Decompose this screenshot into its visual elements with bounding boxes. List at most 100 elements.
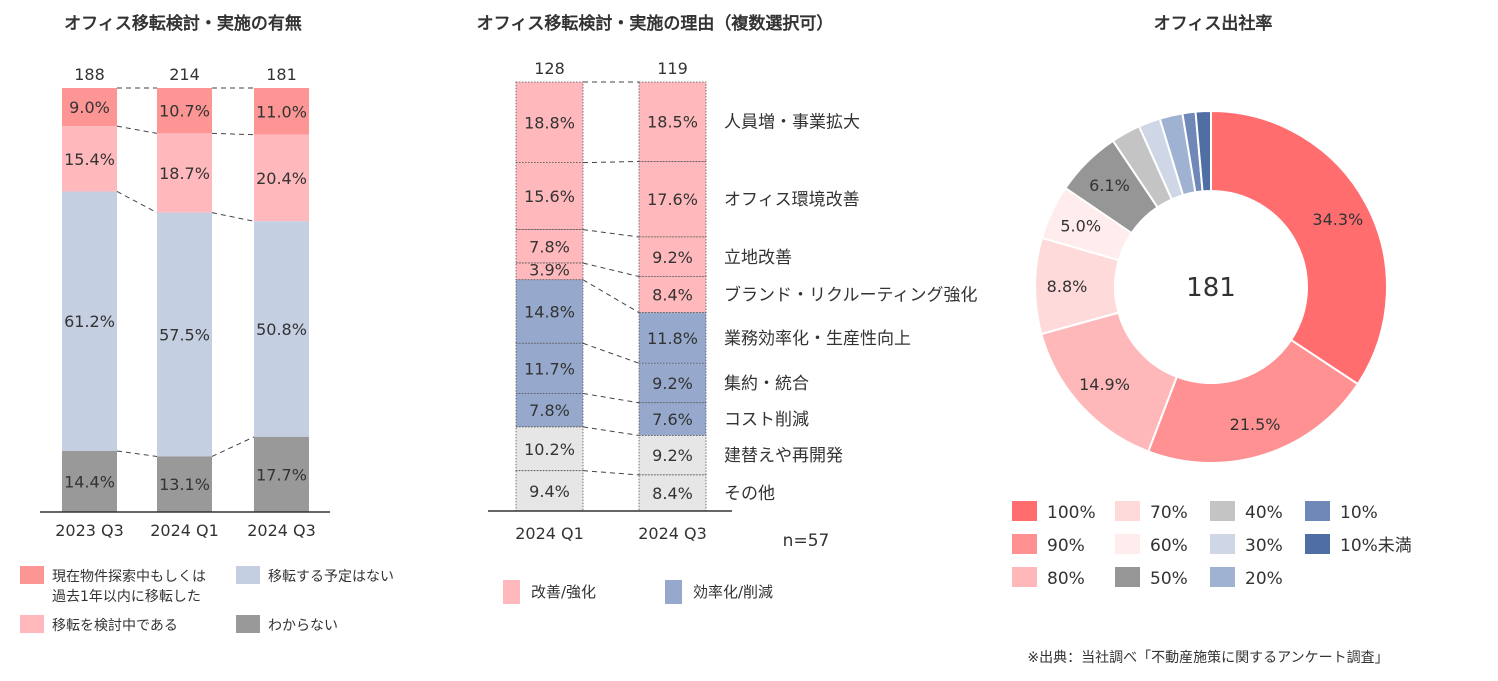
- c3-legend-swatch-0: [1012, 501, 1037, 521]
- c2-data-label-1-0: 18.5%: [647, 113, 698, 132]
- c2-connector-7: [582, 426, 640, 436]
- chart1-title: オフィス移転検討・実施の有無: [64, 13, 302, 34]
- c3-slice-label-2: 14.9%: [1079, 375, 1130, 394]
- c3-slice-label-1: 21.5%: [1230, 415, 1281, 434]
- c1-data-label-1-1: 18.7%: [159, 164, 210, 183]
- c2-data-label-0-4: 14.8%: [524, 303, 575, 322]
- c1-connector-1-3: [211, 436, 255, 457]
- c3-legend-swatch-3: [1115, 501, 1140, 521]
- c3-legend-label-6: 40%: [1245, 503, 1283, 523]
- c1-connector-0-2: [116, 191, 158, 214]
- c1-legend-label-0-1: 過去1年以内に移転した: [52, 589, 201, 605]
- c1-data-label-0-3: 14.4%: [64, 472, 115, 491]
- c1-bar-1-1: [157, 133, 212, 213]
- c1-data-label-2-1: 20.4%: [256, 169, 307, 188]
- c3-legend-swatch-1: [1012, 534, 1037, 554]
- c1-legend-swatch-3: [236, 615, 260, 633]
- chart2-title: オフィス移転検討・実施の理由（複数選択可）: [477, 13, 834, 34]
- c1-connector-0-3: [116, 450, 158, 457]
- c2-bar-0-1: [515, 162, 584, 230]
- c1-tick-label-2: 2024 Q3: [247, 521, 316, 540]
- c3-legend-label-2: 80%: [1047, 569, 1085, 589]
- c2-data-label-0-3: 3.9%: [529, 260, 570, 279]
- c1-total-0: 188: [74, 65, 105, 84]
- c3-slice-label-0: 34.3%: [1312, 210, 1363, 229]
- c1-bar-2-1: [254, 134, 309, 222]
- c3-legend-label-3: 70%: [1150, 503, 1188, 523]
- c2-legend-swatch-0: [503, 580, 520, 604]
- c2-bar-0-7: [515, 426, 584, 472]
- c1-bar-2-0: [254, 88, 309, 135]
- c2-bar-1-0: [638, 81, 707, 162]
- c1-legend-label-2-0: 移転を検討中である: [52, 618, 178, 634]
- c2-bar-0-2: [515, 229, 584, 264]
- c2-connector-8: [582, 470, 640, 476]
- c1-bar-1-3: [157, 456, 212, 512]
- c2-data-label-0-2: 7.8%: [529, 237, 570, 256]
- c1-data-label-1-0: 10.7%: [159, 102, 210, 121]
- c2-category-label-5: 集約・統合: [724, 374, 809, 394]
- c3-legend-label-8: 20%: [1245, 569, 1283, 589]
- source-note: ※出典：当社調べ「不動産施策に関するアンケート調査」: [1027, 649, 1388, 666]
- c2-bar-1-8: [638, 474, 707, 512]
- chart1-group: 9.0% 15.4% 61.2% 14.4% 188 2023 Q3 10.7% 18.7% 5…: [20, 65, 394, 634]
- c3-legend-swatch-7: [1210, 534, 1235, 554]
- c3-slice-1: [1146, 338, 1360, 464]
- c1-legend-label-1-0: 移転する予定はない: [268, 569, 394, 585]
- c2-data-label-1-3: 8.4%: [652, 286, 693, 305]
- c1-bar-0-0: [62, 88, 117, 127]
- c2-category-label-0: 人員増・事業拡大: [724, 113, 860, 133]
- chart3-title: オフィス出社率: [1154, 13, 1273, 34]
- c3-legend-label-4: 60%: [1150, 536, 1188, 556]
- c2-connector-3: [582, 262, 640, 278]
- chart3-group: 34.3% 21.5% 14.9% 8.8% 5.0% 6.1% 181 100% 90% 80%…: [1012, 109, 1412, 589]
- c3-legend-label-1: 90%: [1047, 536, 1085, 556]
- c2-data-label-0-1: 15.6%: [524, 187, 575, 206]
- c1-legend-swatch-2: [20, 615, 44, 633]
- c3-legend-label-10: 10%未満: [1340, 536, 1412, 556]
- c2-bar-1-1: [638, 161, 707, 238]
- c1-legend-swatch-0: [20, 566, 44, 584]
- c3-legend-swatch-2: [1012, 567, 1037, 587]
- c1-connector-1-2: [211, 212, 255, 222]
- c3-legend-swatch-8: [1210, 567, 1235, 587]
- c2-data-label-1-4: 11.8%: [647, 329, 698, 348]
- c1-tick-label-1: 2024 Q1: [150, 521, 219, 540]
- c1-legend-label-3-0: わからない: [268, 618, 338, 634]
- c2-data-label-0-5: 11.7%: [524, 359, 575, 378]
- c2-data-label-1-5: 9.2%: [652, 374, 693, 393]
- c2-bar-1-2: [638, 236, 707, 277]
- c3-legend-label-7: 30%: [1245, 536, 1283, 556]
- c3-slice-label-4: 5.0%: [1060, 217, 1101, 236]
- c1-data-label-2-2: 50.8%: [256, 320, 307, 339]
- c3-slice-0: [1210, 109, 1388, 386]
- c2-bar-1-7: [638, 435, 707, 476]
- c2-bar-0-0: [515, 81, 584, 164]
- c2-legend-label-1: 効率化/削減: [693, 583, 773, 601]
- c1-legend-label-0-0: 現在物件探索中もしくは: [52, 568, 206, 585]
- c1-bar-0-3: [62, 450, 117, 512]
- c2-bar-0-8: [515, 470, 584, 512]
- c2-bar-0-5: [515, 342, 584, 394]
- c2-data-label-0-7: 10.2%: [524, 440, 575, 459]
- c2-legend-swatch-1: [665, 580, 682, 604]
- c2-category-label-8: その他: [724, 484, 775, 504]
- c3-legend-swatch-5: [1115, 567, 1140, 587]
- c2-category-label-7: 建替えや再開発: [724, 446, 843, 466]
- c3-legend-swatch-6: [1210, 501, 1235, 521]
- c3-slice-label-3: 8.8%: [1047, 277, 1088, 296]
- c3-legend-swatch-9: [1305, 501, 1330, 521]
- c3-slice-10: [1194, 109, 1212, 193]
- c1-connector-0-1: [116, 125, 158, 134]
- c2-category-label-6: コスト削減: [724, 410, 809, 430]
- c2-connector-5: [582, 342, 640, 364]
- c2-category-label-2: 立地改善: [724, 248, 792, 268]
- c3-center-label: 181: [1186, 273, 1236, 303]
- c2-data-label-1-1: 17.6%: [647, 190, 698, 209]
- c1-tick-label-0: 2023 Q3: [55, 521, 124, 540]
- c2-data-label-0-0: 18.8%: [524, 113, 575, 132]
- sample-size-note: n=57: [783, 531, 830, 551]
- c2-tick-label-0: 2024 Q1: [515, 524, 584, 543]
- chart2-group: 18.8% 15.6% 7.8% 3.9% 14.8% 11.7% 7.8% 10.2% 9.4…: [488, 59, 977, 604]
- c3-legend-label-5: 50%: [1150, 569, 1188, 589]
